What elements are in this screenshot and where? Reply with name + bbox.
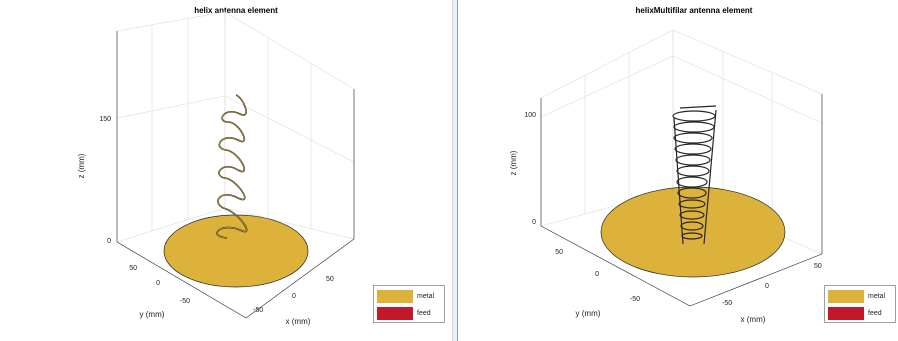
metal-swatch [828,290,864,303]
x-axis-label: x (mm) [286,317,311,326]
x-tick-0: 0 [292,293,296,300]
legend-item-metal: metal [377,289,441,304]
ground-plane-disc [163,214,309,288]
x-tick-50: 50 [326,276,334,283]
x-tick-50: 50 [814,263,822,270]
y-axis-label: y (mm) [140,310,165,319]
legend[interactable]: metal feed [373,285,445,323]
y-tick-0: 0 [595,271,599,278]
plot-title: helix antenna element [194,6,278,15]
back-walls [116,11,355,243]
y-axis-label: y (mm) [576,309,601,318]
x-tick-neg50: -50 [722,300,732,307]
x-tick-neg50: -50 [253,307,263,314]
plot-title: helixMultifilar antenna element [636,6,753,15]
y-tick-0: 0 [156,280,160,287]
z-axis-label: z (mm) [77,153,86,178]
helix-figure-panel: helix antenna element 150 0 z (mm) [0,0,452,341]
z-tick-0: 0 [107,238,111,245]
axes-box [116,31,355,319]
helix-3d-plot[interactable]: helix antenna element 150 0 z (mm) [0,0,452,341]
legend-item-feed: feed [377,306,441,321]
y-tick-50: 50 [129,265,137,272]
legend[interactable]: metal feed [824,285,896,323]
legend-item-feed: feed [828,306,892,321]
z-tick-100: 100 [524,112,536,119]
y-tick-neg50: -50 [180,298,190,305]
z-tick-0: 0 [532,219,536,226]
x-axis-label: x (mm) [741,315,766,324]
helix-multifilar-3d-plot[interactable]: helixMultifilar antenna element [458,0,898,341]
y-tick-50: 50 [555,249,563,256]
axes-box [540,94,823,307]
panel-divider[interactable] [452,0,458,341]
metal-swatch [377,290,413,303]
legend-label-feed: feed [417,310,431,317]
legend-item-metal: metal [828,289,892,304]
legend-label-metal: metal [868,293,886,300]
z-tick-150: 150 [99,116,111,123]
z-axis-label: z (mm) [509,150,518,175]
x-tick-0: 0 [765,283,769,290]
y-tick-neg50: -50 [630,296,640,303]
feed-swatch [828,307,864,320]
helix-multifilar-figure-panel: helixMultifilar antenna element [458,0,898,341]
legend-label-metal: metal [417,293,435,300]
feed-swatch [377,307,413,320]
multifilar-helix-coil [672,105,717,245]
legend-label-feed: feed [868,310,882,317]
